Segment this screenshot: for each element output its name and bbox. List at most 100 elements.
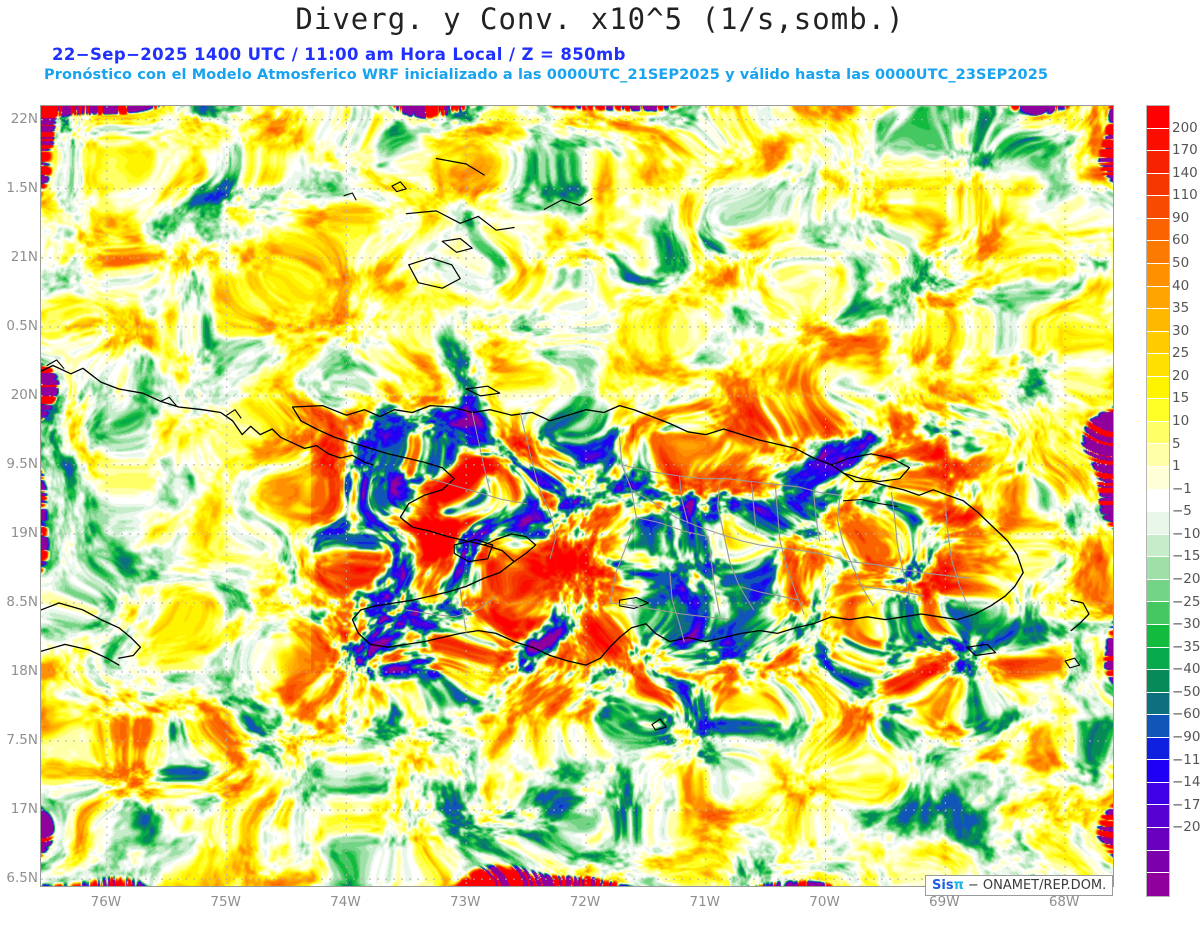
colorbar-segment-29 bbox=[1147, 760, 1169, 783]
colorbar-segment-21 bbox=[1147, 579, 1169, 603]
colorbar-label-14: 5 bbox=[1172, 435, 1181, 452]
colorbar-segment-5 bbox=[1147, 218, 1169, 242]
lat-tick-10: 17N bbox=[10, 801, 38, 818]
colorbar-segment-30 bbox=[1147, 782, 1169, 806]
logo-org-text: − ONAMET/REP.DOM. bbox=[967, 878, 1107, 893]
lon-tick-7: 69W bbox=[929, 894, 960, 910]
colorbar-label-17: −5 bbox=[1172, 503, 1192, 520]
colorbar-segment-6 bbox=[1147, 241, 1169, 264]
colorbar-label-4: 90 bbox=[1172, 209, 1190, 226]
colorbar-segment-32 bbox=[1147, 828, 1169, 851]
lon-tick-5: 71W bbox=[689, 894, 721, 910]
colorbar-label-29: −140 bbox=[1172, 774, 1200, 791]
logo-sis-text: Sis bbox=[932, 878, 954, 893]
colorbar-label-26: −60 bbox=[1172, 706, 1200, 723]
colorbar-label-6: 50 bbox=[1172, 255, 1190, 271]
colorbar-label-16: −1 bbox=[1172, 480, 1192, 497]
colorbar-label-15: 1 bbox=[1172, 458, 1181, 475]
lon-tick-1: 75W bbox=[210, 894, 241, 910]
colorbar-segment-31 bbox=[1147, 805, 1169, 828]
lon-tick-4: 72W bbox=[569, 894, 601, 910]
colorbar-label-5: 60 bbox=[1172, 232, 1190, 249]
page-title: Diverg. y Conv. x10^5 (1/s,somb.) bbox=[295, 2, 905, 36]
lat-tick-7: 8.5N bbox=[6, 593, 38, 610]
colorbar-segment-11 bbox=[1147, 354, 1169, 377]
lon-tick-6: 70W bbox=[809, 894, 840, 910]
lat-tick-6: 19N bbox=[10, 524, 38, 541]
lat-tick-1: 1.5N bbox=[6, 179, 38, 196]
onamet-logo: Sis π − ONAMET/REP.DOM. bbox=[925, 875, 1114, 896]
colorbar-segment-15 bbox=[1147, 444, 1169, 467]
colorbar bbox=[1146, 105, 1170, 897]
lat-tick-5: 9.5N bbox=[6, 455, 38, 472]
colorbar-label-13: 10 bbox=[1172, 413, 1190, 429]
map-plot-area[interactable] bbox=[40, 105, 1114, 887]
colorbar-segment-1 bbox=[1147, 128, 1169, 152]
colorbar-segment-10 bbox=[1147, 331, 1169, 355]
colorbar-segment-22 bbox=[1147, 602, 1169, 625]
colorbar-segment-4 bbox=[1147, 196, 1169, 219]
colorbar-segment-2 bbox=[1147, 151, 1169, 174]
colorbar-label-1: 170 bbox=[1172, 142, 1198, 159]
model-run-info: Pronóstico con el Modelo Atmosferico WRF… bbox=[44, 67, 1049, 83]
lon-tick-8: 68W bbox=[1048, 894, 1080, 910]
colorbar-segment-24 bbox=[1147, 647, 1169, 671]
colorbar-label-30: −170 bbox=[1172, 796, 1200, 813]
colorbar-segment-7 bbox=[1147, 263, 1169, 287]
colorbar-segment-20 bbox=[1147, 557, 1169, 580]
colorbar-label-23: −35 bbox=[1172, 638, 1200, 655]
divergence-shading-field bbox=[41, 106, 1113, 886]
colorbar-label-0: 200 bbox=[1172, 119, 1198, 136]
colorbar-segment-12 bbox=[1147, 376, 1169, 400]
colorbar-label-2: 140 bbox=[1172, 164, 1198, 181]
logo-pi-icon: π bbox=[953, 878, 964, 893]
colorbar-segment-23 bbox=[1147, 624, 1169, 648]
colorbar-label-24: −40 bbox=[1172, 661, 1200, 678]
colorbar-segment-17 bbox=[1147, 489, 1169, 513]
valid-time-subtitle: 22−Sep−2025 1400 UTC / 11:00 am Hora Loc… bbox=[52, 45, 626, 64]
colorbar-label-21: −25 bbox=[1172, 593, 1200, 610]
colorbar-segment-28 bbox=[1147, 737, 1169, 761]
colorbar-label-3: 110 bbox=[1172, 187, 1198, 204]
colorbar-label-28: −110 bbox=[1172, 751, 1200, 768]
colorbar-label-31: −200 bbox=[1172, 819, 1200, 836]
colorbar-label-7: 40 bbox=[1172, 277, 1190, 294]
colorbar-segment-34 bbox=[1147, 873, 1169, 896]
colorbar-segment-19 bbox=[1147, 534, 1169, 558]
lat-tick-11: 6.5N bbox=[6, 870, 38, 887]
colorbar-label-22: −30 bbox=[1172, 616, 1200, 633]
chart-header: Diverg. y Conv. x10^5 (1/s,somb.) 22−Sep… bbox=[0, 0, 1200, 95]
colorbar-label-18: −10 bbox=[1172, 525, 1200, 542]
colorbar-label-11: 20 bbox=[1172, 367, 1190, 384]
colorbar-segment-8 bbox=[1147, 286, 1169, 310]
lon-tick-3: 73W bbox=[449, 894, 481, 910]
lat-tick-2: 21N bbox=[10, 248, 38, 265]
colorbar-segment-16 bbox=[1147, 467, 1169, 490]
colorbar-segment-33 bbox=[1147, 850, 1169, 874]
colorbar-label-25: −50 bbox=[1172, 683, 1200, 700]
lon-tick-2: 74W bbox=[330, 894, 361, 910]
lat-tick-9: 7.5N bbox=[6, 732, 38, 749]
colorbar-segment-3 bbox=[1147, 173, 1169, 197]
colorbar-segment-13 bbox=[1147, 399, 1169, 422]
longitude-axis: 76W 75W 74W 73W 72W 71W 70W 69W 68W bbox=[40, 886, 1112, 922]
lat-tick-0: 22N bbox=[10, 110, 38, 127]
lon-tick-0: 76W bbox=[90, 894, 122, 910]
colorbar-label-12: 15 bbox=[1172, 390, 1190, 407]
colorbar-segment-25 bbox=[1147, 670, 1169, 693]
colorbar-segment-18 bbox=[1147, 512, 1169, 535]
lat-tick-8: 18N bbox=[10, 663, 38, 680]
colorbar-segment-14 bbox=[1147, 421, 1169, 445]
lat-tick-3: 0.5N bbox=[6, 317, 38, 334]
colorbar-segment-26 bbox=[1147, 692, 1169, 716]
colorbar-label-8: 35 bbox=[1172, 300, 1190, 317]
colorbar-label-9: 30 bbox=[1172, 322, 1190, 339]
colorbar-label-20: −20 bbox=[1172, 571, 1200, 587]
colorbar-segment-0 bbox=[1147, 106, 1169, 129]
colorbar-segment-27 bbox=[1147, 715, 1169, 738]
colorbar-label-10: 25 bbox=[1172, 345, 1190, 362]
colorbar-label-19: −15 bbox=[1172, 548, 1200, 565]
colorbar-label-27: −90 bbox=[1172, 729, 1200, 745]
lat-tick-4: 20N bbox=[10, 386, 38, 403]
colorbar-labels: 200 170 140 110 90 60 50 40 35 30 25 20 15 10 5 1 −1 −5 −1… bbox=[1172, 105, 1200, 895]
